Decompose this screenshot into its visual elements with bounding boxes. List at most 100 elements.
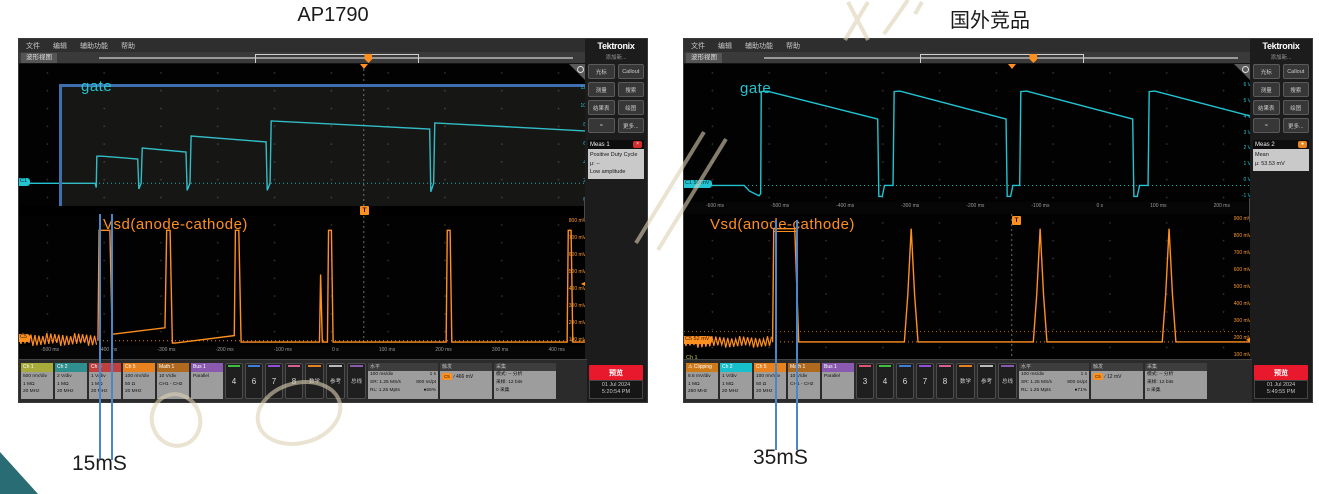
channel-badge-rows: 100 mV/div 50 Ω 20 MHz xyxy=(123,372,155,397)
channel-setting: 1 V/div xyxy=(722,374,737,379)
channel-badge[interactable]: ⚠ Clipping 8.6 mV/div 1 MΩ 250 MHz xyxy=(686,363,718,399)
trigger-panel[interactable]: 触发 C5 ∕ 466 mV xyxy=(440,363,492,399)
channel-badge[interactable]: Ch 2 2 V/div 1 MΩ 20 MHz xyxy=(55,363,87,399)
horizontal-panel[interactable]: 水平 100 ms/div 1 s SR: 1.25 MS/s 800 ns/pt … xyxy=(368,363,438,399)
trigger-position-marker-icon xyxy=(360,64,368,69)
channel-marker-c1[interactable]: C1 xyxy=(19,178,31,186)
channel-badge[interactable]: Bus 1 Parallel xyxy=(191,363,223,399)
action-button[interactable]: 数学 xyxy=(305,363,324,399)
channel-badge[interactable]: Ch 2 1 V/div 1 MΩ 20 MHz xyxy=(720,363,752,399)
waveform-area: gate 7 V6 V5 V4 V3 V2 V1 V0 V-1 V C1 50 … xyxy=(684,64,1252,361)
tab-waveform-view[interactable]: 波形视图 xyxy=(686,53,722,63)
slider-marker-icon[interactable] xyxy=(364,54,373,63)
trigger-panel[interactable]: 触发 C5 ∕ 12 mV xyxy=(1091,363,1143,399)
more-button[interactable]: 更多... xyxy=(1282,118,1309,133)
channel-color-stripe xyxy=(879,365,891,367)
waveform-plot-icon-button[interactable]: ≈ xyxy=(588,118,615,133)
cursor-button[interactable]: 光标 xyxy=(1253,64,1280,79)
plot-button[interactable]: 绘图 xyxy=(1282,100,1309,115)
sidebar-buttons: 光标 Callout 测量 搜索 结果表 绘图 ≈ 更多... xyxy=(1253,64,1309,133)
action-button-label: 数学 xyxy=(308,379,320,385)
callout-button[interactable]: Callout xyxy=(1282,64,1309,79)
zoom-pan-slider[interactable] xyxy=(99,54,573,63)
run-stop-button[interactable]: 预览 xyxy=(589,365,643,380)
channel-marker-c5[interactable]: C5 52 mV xyxy=(684,336,713,344)
action-button[interactable]: 总线 xyxy=(998,363,1017,399)
channel-badge[interactable]: Ch 1 500 mV/div 1 MΩ 20 MHz xyxy=(21,363,53,399)
search-button[interactable]: 搜索 xyxy=(617,82,644,97)
results-table-button[interactable]: 结果表 xyxy=(588,100,615,115)
channel-button-6[interactable]: 6 xyxy=(896,363,914,399)
tab-waveform-view[interactable]: 波形视图 xyxy=(21,53,57,63)
channel-button-8[interactable]: 8 xyxy=(936,363,954,399)
action-button[interactable]: 数学 xyxy=(956,363,975,399)
measurement-panel[interactable]: Meas 1 × Positive Duty Cycle μ: -- Low amp… xyxy=(588,140,644,179)
channel-marker-c5[interactable]: C5 xyxy=(19,334,31,342)
menu-item-utility[interactable]: 辅助功能 xyxy=(80,42,108,50)
meas-status-badge[interactable]: × xyxy=(633,141,642,148)
more-button[interactable]: 更多... xyxy=(617,118,644,133)
zoom-pan-slider[interactable] xyxy=(764,54,1238,63)
menu-item-edit[interactable]: 编辑 xyxy=(53,42,67,50)
axis-tick-label: 0 s xyxy=(1096,203,1104,209)
slider-bracket[interactable] xyxy=(920,54,1084,63)
slider-marker-icon[interactable] xyxy=(1029,54,1038,63)
plot-button[interactable]: 绘图 xyxy=(617,100,644,115)
add-new-label: 添加新... xyxy=(605,55,627,61)
search-button[interactable]: 搜索 xyxy=(1282,82,1309,97)
channel-badge[interactable]: Ch 5 100 mV/div 50 Ω 20 MHz xyxy=(123,363,155,399)
menu-item-file[interactable]: 文件 xyxy=(691,42,705,50)
channel-badge[interactable]: Math 1 10 V/div CH1 - CH2 xyxy=(788,363,820,399)
action-button[interactable]: 参考 xyxy=(326,363,345,399)
right-scope-title: 国外竞品 xyxy=(950,10,1030,32)
channel-button-4[interactable]: 4 xyxy=(225,363,243,399)
cursor-button[interactable]: 光标 xyxy=(588,64,615,79)
measurement-panel[interactable]: Meas 2 ● Mean μ: 53.53 mV xyxy=(1253,140,1309,171)
action-button[interactable]: 参考 xyxy=(977,363,996,399)
record-duration: 1 s xyxy=(429,372,436,377)
results-table-button[interactable]: 结果表 xyxy=(1253,100,1280,115)
channel-setting: 20 MHz xyxy=(91,389,108,395)
trigger-level-arrow-icon[interactable]: ◀ xyxy=(580,279,587,288)
meas-body: Positive Duty Cycle μ: -- Low amplitude xyxy=(588,149,644,179)
action-color-stripe xyxy=(980,365,993,367)
channel-marker-c1[interactable]: C1 50 mV xyxy=(684,180,713,188)
channel-badge[interactable]: Bus 1 Parallel xyxy=(822,363,854,399)
trigger-flag-icon[interactable]: T xyxy=(360,206,369,215)
channel-badge-rows: 10 V/div CH1 - CH2 xyxy=(788,372,820,389)
waveform-plot-icon-button[interactable]: ≈ xyxy=(1253,118,1280,133)
callout-button[interactable]: Callout xyxy=(617,64,644,79)
meas-status-badge[interactable]: ● xyxy=(1297,141,1307,148)
trigger-level-arrow-icon[interactable]: ◀ xyxy=(1245,335,1252,344)
axis-tick-label: -100 ms xyxy=(273,347,292,353)
channel-badge[interactable]: Ch 5 100 mV/div 50 Ω 20 MHz xyxy=(754,363,786,399)
measure-button[interactable]: 测量 xyxy=(1253,82,1280,97)
section-divider: T xyxy=(19,206,587,216)
vsd-graticule: T Vsd(anode-cathode) 900 mV 800 mV 700 mV 6… xyxy=(684,214,1252,361)
measure-button[interactable]: 测量 xyxy=(588,82,615,97)
trigger-flag-icon[interactable]: T xyxy=(1012,216,1021,225)
channel-button-6[interactable]: 6 xyxy=(245,363,263,399)
acquisition-panel[interactable]: 采集 模式: -- 分析 采样: 12 bits 0 采集 xyxy=(494,363,556,399)
channel-setting: 1 MΩ xyxy=(91,381,103,387)
menu-item-utility[interactable]: 辅助功能 xyxy=(745,42,773,50)
channel-button-3[interactable]: 3 xyxy=(856,363,874,399)
acquisition-panel[interactable]: 采集 模式: -- 分析 采样: 12 bits 0 采集 xyxy=(1145,363,1207,399)
menu-item-edit[interactable]: 编辑 xyxy=(718,42,732,50)
menu-item-help[interactable]: 帮助 xyxy=(786,42,800,50)
channel-button-8[interactable]: 8 xyxy=(285,363,303,399)
channel-badge-rows: 1 V/div 1 MΩ 20 MHz xyxy=(720,372,752,397)
channel-button-7[interactable]: 7 xyxy=(265,363,283,399)
oscilloscope-screenshot-left: 文件 编辑 辅助功能 帮助 波形视图 gate 14 V121086420 C1 xyxy=(18,38,648,403)
slider-bracket[interactable] xyxy=(255,54,419,63)
channel-badge[interactable]: Math 1 10 V/div CH1 - CH2 xyxy=(157,363,189,399)
horizontal-panel[interactable]: 水平 100 ms/div 1 s SR: 1.25 MS/s 800 ns/pt … xyxy=(1019,363,1089,399)
menu-item-help[interactable]: 帮助 xyxy=(121,42,135,50)
action-button[interactable]: 总线 xyxy=(347,363,366,399)
channel-button-7[interactable]: 7 xyxy=(916,363,934,399)
menu-item-file[interactable]: 文件 xyxy=(26,42,40,50)
oscilloscope-screenshot-right: 文件 编辑 辅助功能 帮助 波形视图 gate 7 V6 V5 V4 V3 V2… xyxy=(683,38,1313,403)
channel-badge[interactable]: Ch 3 1 V/div 1 MΩ 20 MHz xyxy=(89,363,121,399)
channel-button-4[interactable]: 4 xyxy=(876,363,894,399)
run-stop-button[interactable]: 预览 xyxy=(1254,365,1308,380)
